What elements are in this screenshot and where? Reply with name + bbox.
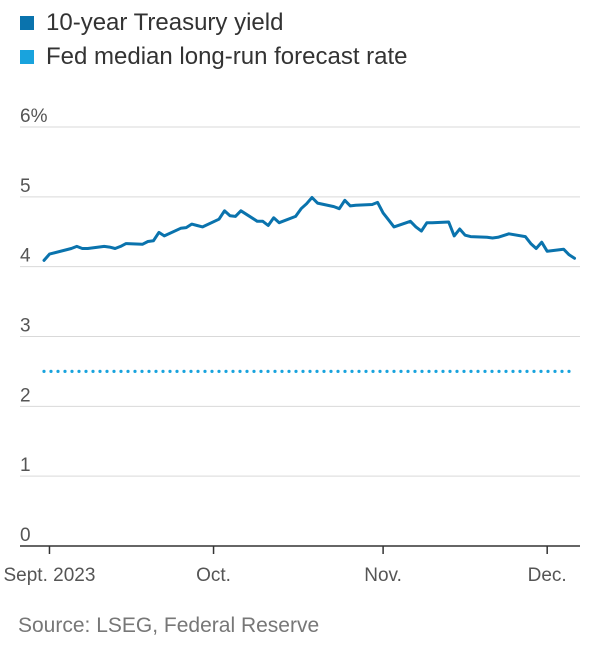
y-tick-label-3: 3 [20,316,31,337]
y-tick-label-0: 0 [20,525,31,546]
legend-label-fed: Fed median long-run forecast rate [46,43,408,70]
series-line-0 [42,196,576,262]
legend-swatch-treasury [20,16,34,30]
line-chart: 0 1 2 3 4 5 6% Sept. 2023 Oct. Nov. Dec. [4,106,580,586]
y-tick-label-6: 6% [20,106,48,127]
y-tick-label-4: 4 [20,246,31,267]
legend-swatch-fed [20,50,34,64]
y-tick-label-2: 2 [20,385,31,406]
x-tick-label-0: Sept. 2023 [4,565,96,586]
chart-legend: 10-year Treasury yield Fed median long-r… [20,6,408,74]
legend-item-fed: Fed median long-run forecast rate [20,40,408,74]
y-tick-label-5: 5 [20,176,31,197]
y-tick-label-1: 1 [20,455,31,476]
legend-label-treasury: 10-year Treasury yield [46,9,284,36]
legend-item-treasury: 10-year Treasury yield [20,6,408,40]
x-tick-label-2: Nov. [364,565,402,586]
source-note: Source: LSEG, Federal Reserve [18,614,320,637]
x-tick-label-3: Dec. [528,565,567,586]
x-tick-label-1: Oct. [196,565,231,586]
